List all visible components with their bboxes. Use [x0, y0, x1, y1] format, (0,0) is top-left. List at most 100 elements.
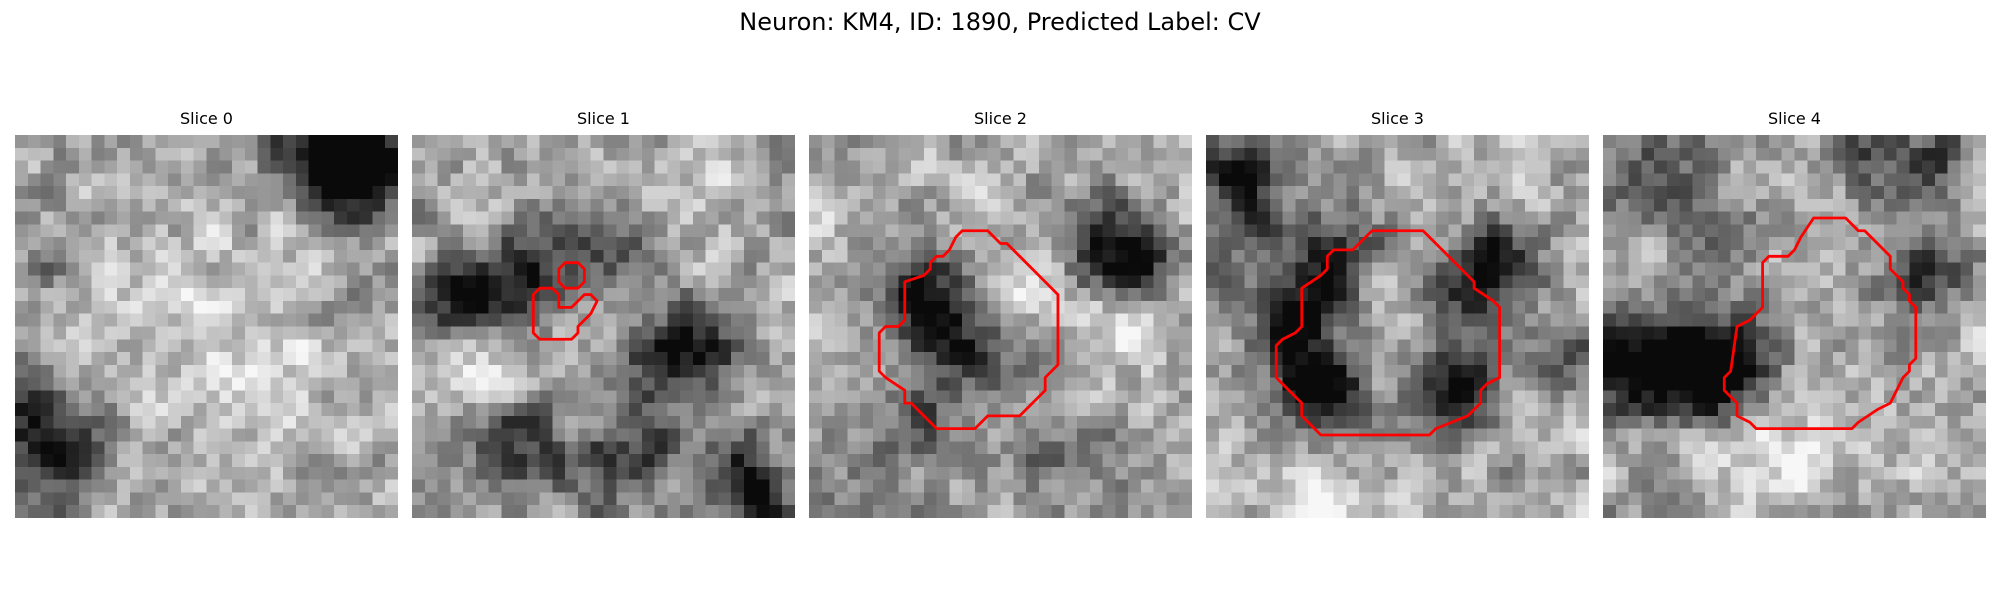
pixel — [1948, 199, 1961, 212]
pixel — [1179, 237, 1192, 250]
pixel — [41, 441, 54, 454]
pixel — [1782, 275, 1795, 288]
pixel — [1833, 480, 1846, 493]
pixel — [1884, 224, 1897, 237]
pixel — [718, 224, 731, 237]
pixel — [1244, 173, 1257, 186]
pixel — [1897, 186, 1910, 199]
pixel — [1219, 148, 1232, 161]
pixel — [1948, 492, 1961, 505]
pixel — [155, 161, 168, 174]
pixel — [245, 505, 258, 518]
pixel — [642, 275, 655, 288]
pixel — [693, 429, 706, 442]
pixel — [334, 454, 347, 467]
pixel — [591, 480, 604, 493]
pixel — [782, 237, 795, 250]
pixel — [28, 480, 41, 493]
pixel — [1769, 237, 1782, 250]
pixel — [578, 339, 591, 352]
pixel — [1154, 416, 1167, 429]
pixel — [1077, 161, 1090, 174]
pixel — [1154, 199, 1167, 212]
pixel — [1743, 263, 1756, 276]
pixel — [1692, 467, 1705, 480]
pixel — [667, 492, 680, 505]
pixel — [591, 403, 604, 416]
pixel — [1090, 505, 1103, 518]
pixel — [1115, 186, 1128, 199]
pixel — [1769, 378, 1782, 391]
pixel — [1206, 212, 1219, 225]
pixel — [1756, 148, 1769, 161]
pixel — [578, 492, 591, 505]
pixel — [1795, 467, 1808, 480]
pixel — [514, 505, 527, 518]
pixel — [1960, 378, 1973, 391]
pixel — [693, 352, 706, 365]
pixel — [168, 429, 181, 442]
pixel — [1909, 263, 1922, 276]
pixel — [66, 173, 79, 186]
pixel — [270, 250, 283, 263]
pixel — [270, 135, 283, 148]
pixel — [667, 454, 680, 467]
pixel — [1846, 390, 1859, 403]
pixel — [321, 288, 334, 301]
pixel — [1948, 454, 1961, 467]
pixel — [1884, 314, 1897, 327]
pixel — [1948, 161, 1961, 174]
pixel — [860, 365, 873, 378]
pixel — [873, 416, 886, 429]
pixel — [1334, 416, 1347, 429]
pixel — [360, 352, 373, 365]
pixel — [1680, 148, 1693, 161]
pixel — [1769, 148, 1782, 161]
pixel — [1846, 403, 1859, 416]
pixel — [578, 212, 591, 225]
pixel — [578, 148, 591, 161]
pixel — [489, 212, 502, 225]
pixel — [949, 327, 962, 340]
pixel — [1052, 429, 1065, 442]
pixel — [1423, 301, 1436, 314]
pixel — [1436, 441, 1449, 454]
pixel — [1973, 352, 1986, 365]
pixel — [232, 441, 245, 454]
pixel — [1960, 327, 1973, 340]
pixel — [385, 429, 398, 442]
pixel — [1680, 135, 1693, 148]
pixel — [655, 339, 668, 352]
pixel — [1001, 224, 1014, 237]
pixel — [835, 492, 848, 505]
pixel — [1026, 288, 1039, 301]
pixel — [1128, 403, 1141, 416]
pixel — [1909, 454, 1922, 467]
pixel — [706, 224, 719, 237]
pixel — [1680, 263, 1693, 276]
pixel — [360, 467, 373, 480]
pixel — [219, 237, 232, 250]
pixel — [1769, 416, 1782, 429]
pixel — [1667, 288, 1680, 301]
pixel — [66, 288, 79, 301]
pixel — [360, 161, 373, 174]
pixel — [616, 135, 629, 148]
pixel — [321, 212, 334, 225]
pixel — [693, 301, 706, 314]
pixel — [680, 212, 693, 225]
pixel — [92, 135, 105, 148]
pixel — [334, 173, 347, 186]
pixel — [1616, 237, 1629, 250]
pixel — [809, 441, 822, 454]
pixel — [1782, 352, 1795, 365]
slice-panel-2: Slice 2 — [809, 108, 1192, 130]
pixel — [1667, 492, 1680, 505]
pixel — [822, 416, 835, 429]
pixel — [412, 365, 425, 378]
pixel — [372, 161, 385, 174]
pixel — [1948, 250, 1961, 263]
pixel — [79, 301, 92, 314]
pixel — [1820, 237, 1833, 250]
pixel — [1820, 441, 1833, 454]
